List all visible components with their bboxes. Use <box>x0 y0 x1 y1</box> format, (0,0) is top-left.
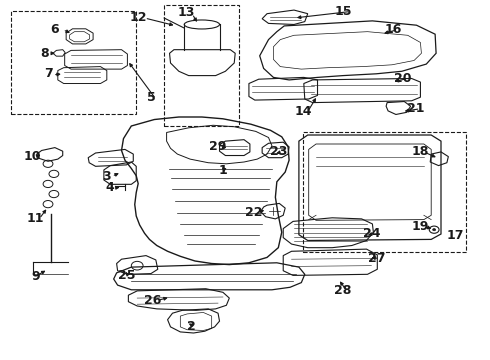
Text: 1: 1 <box>219 165 227 177</box>
Text: 10: 10 <box>23 150 41 163</box>
Text: 17: 17 <box>447 229 465 242</box>
Text: 13: 13 <box>177 6 195 19</box>
Text: 24: 24 <box>363 227 380 240</box>
Text: 16: 16 <box>384 23 402 36</box>
Circle shape <box>433 229 436 231</box>
Text: 18: 18 <box>412 145 429 158</box>
Text: 4: 4 <box>106 181 115 194</box>
Text: 28: 28 <box>334 284 352 297</box>
Text: 3: 3 <box>102 170 111 183</box>
Text: 7: 7 <box>44 67 52 80</box>
Text: 27: 27 <box>368 252 385 265</box>
Text: 11: 11 <box>26 212 44 225</box>
Text: 25: 25 <box>118 269 135 282</box>
Text: 22: 22 <box>245 206 263 219</box>
Text: 2: 2 <box>187 320 196 333</box>
Text: 15: 15 <box>334 5 352 18</box>
Text: 9: 9 <box>31 270 40 283</box>
Text: 23: 23 <box>270 145 287 158</box>
Text: 14: 14 <box>295 105 313 118</box>
Bar <box>303 132 466 252</box>
Text: 29: 29 <box>209 140 227 153</box>
Text: 12: 12 <box>130 11 147 24</box>
Bar <box>11 11 136 114</box>
Bar <box>164 5 239 126</box>
Text: 20: 20 <box>394 72 412 85</box>
Text: 5: 5 <box>147 91 155 104</box>
Text: 6: 6 <box>50 23 59 36</box>
Text: 21: 21 <box>407 102 424 115</box>
Text: 19: 19 <box>412 220 429 233</box>
Text: 8: 8 <box>40 47 49 60</box>
Text: 26: 26 <box>144 294 162 307</box>
